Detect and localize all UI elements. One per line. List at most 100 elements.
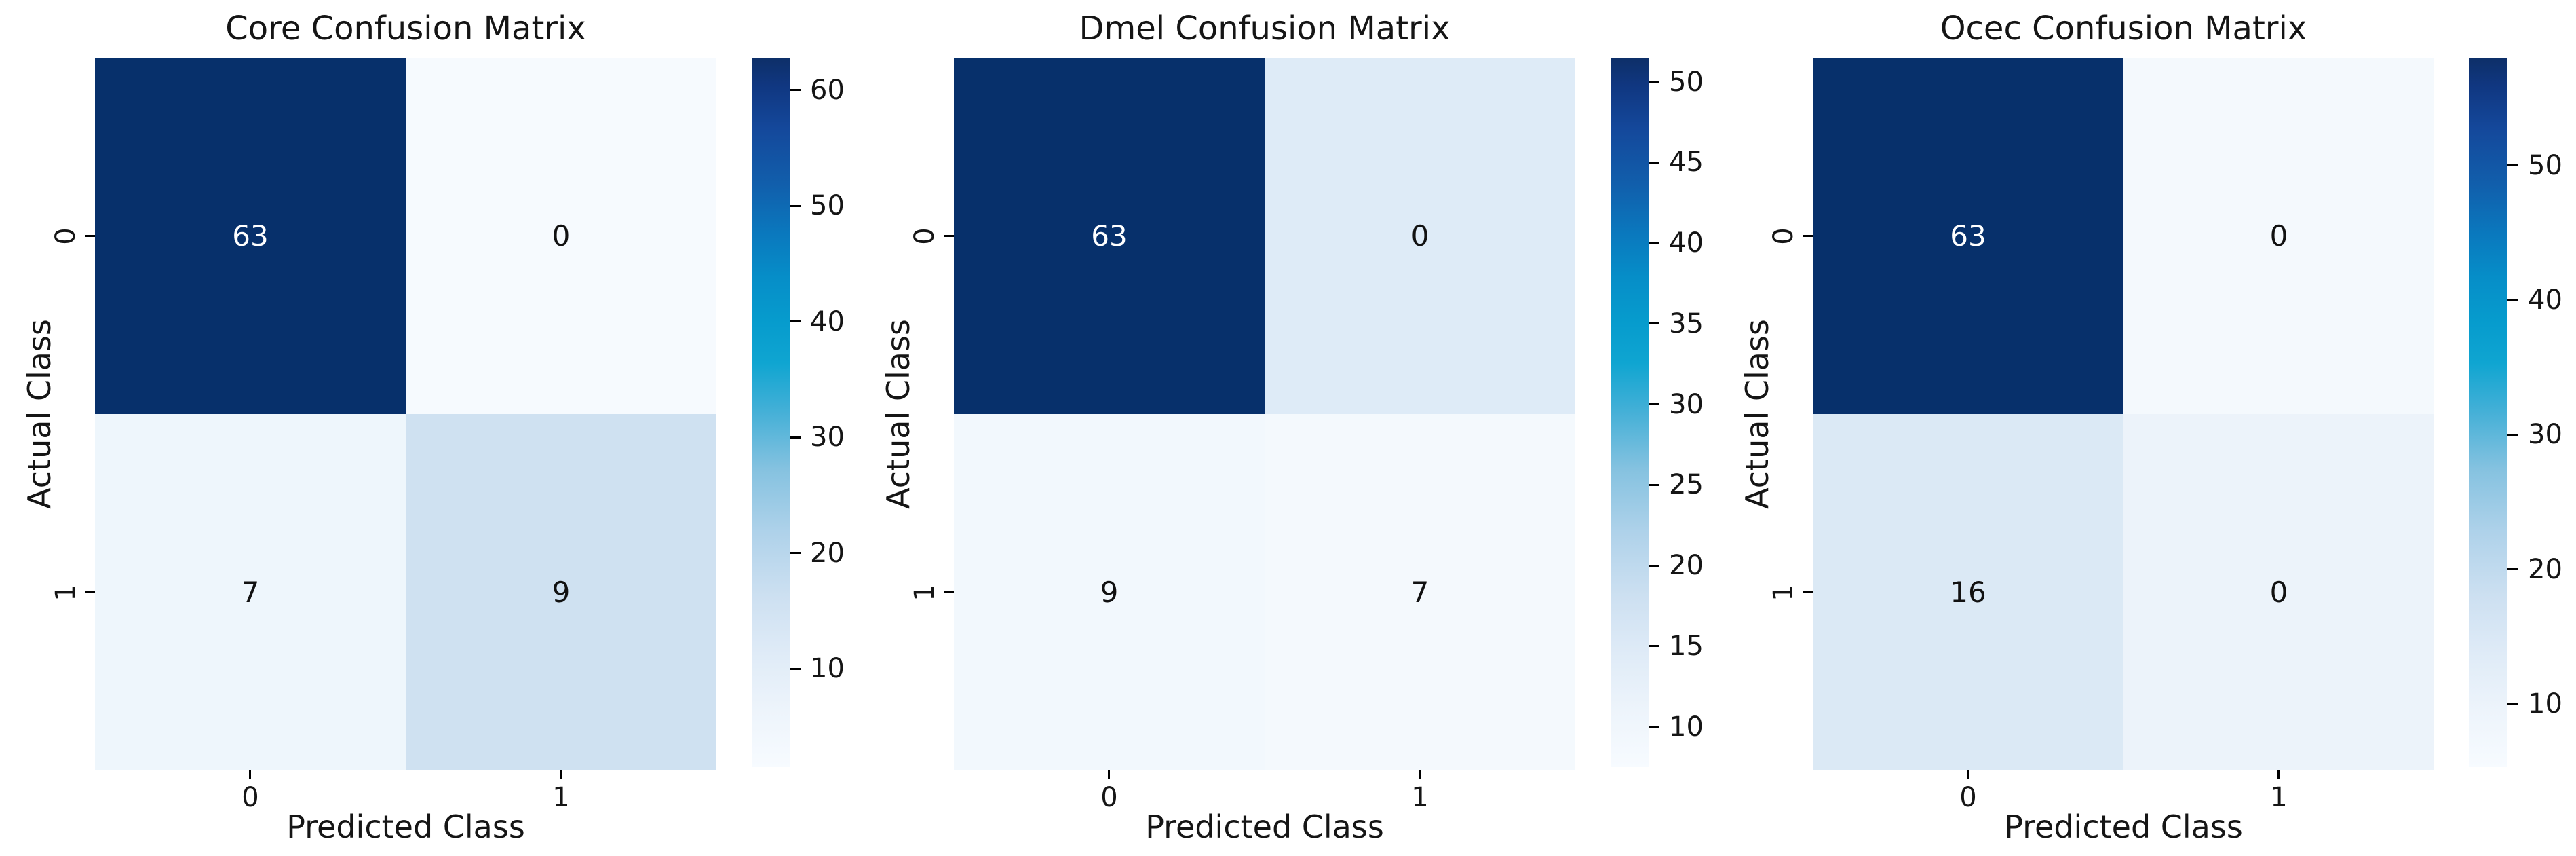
colorbar-tick: 10: [2507, 690, 2562, 718]
colorbar-tick-label: 10: [810, 653, 845, 685]
colorbar: [2469, 58, 2507, 767]
heatmap: 63 0 9 7: [954, 58, 1575, 770]
colorbar-ticks: 10 20 30 40 50 60: [790, 58, 878, 767]
y-tick-label: 0: [909, 227, 940, 245]
colorbar-tick-label: 40: [2528, 284, 2562, 316]
x-tick-label: 1: [552, 782, 570, 813]
cell-value: 63: [232, 219, 269, 253]
colorbar-tick-mark: [790, 436, 801, 439]
colorbar-tick-label: 60: [810, 74, 845, 106]
colorbar-tick-mark: [790, 204, 801, 207]
cell-value: 63: [1091, 219, 1128, 253]
heatmap-cell: 9: [954, 414, 1265, 770]
colorbar-tick-label: 20: [810, 537, 845, 569]
colorbar-tick: 45: [1649, 149, 1704, 176]
x-tick-label: 1: [1411, 782, 1429, 813]
colorbar-tick-label: 40: [810, 305, 845, 337]
x-tick-mark: [1967, 770, 1969, 779]
y-tick-label: 0: [1768, 227, 1799, 245]
colorbar-tick-label: 50: [2528, 149, 2562, 181]
colorbar-tick-label: 10: [1669, 711, 1704, 743]
x-tick-label: 0: [1100, 782, 1118, 813]
chart-title: Dmel Confusion Matrix: [1079, 10, 1450, 48]
y-tick-mark: [1803, 235, 1813, 237]
heatmap-cell: 0: [2123, 58, 2434, 414]
y-axis-label: Actual Class: [880, 319, 917, 509]
colorbar-ticks: 10 15 20 25 30 35 40 45 50: [1649, 58, 1737, 767]
chart-title: Core Confusion Matrix: [225, 10, 586, 48]
cell-value: 7: [1410, 576, 1429, 609]
colorbar-ticks: 10 20 30 40 50: [2507, 58, 2576, 767]
heatmap-cell: 16: [1813, 414, 2123, 770]
chart-title: Ocec Confusion Matrix: [1940, 10, 2307, 48]
colorbar-tick: 40: [2507, 286, 2562, 314]
colorbar-tick-mark: [1649, 322, 1659, 325]
cell-value: 16: [1950, 576, 1986, 609]
colorbar-tick-label: 40: [1669, 227, 1704, 259]
heatmap-cell: 0: [2123, 414, 2434, 770]
colorbar-tick-mark: [2507, 568, 2518, 570]
colorbar-tick-mark: [790, 667, 801, 670]
panel-core-confusion-matrix: Core Confusion Matrix Actual Class 0 1 6…: [0, 0, 859, 856]
colorbar-tick-label: 20: [2528, 553, 2562, 585]
cell-value: 0: [552, 219, 571, 253]
heatmap: 63 0 16 0: [1813, 58, 2434, 770]
colorbar-tick-label: 10: [2528, 688, 2562, 720]
y-tick-mark: [85, 591, 95, 593]
y-tick-mark: [85, 235, 95, 237]
colorbar-tick-label: 30: [1669, 388, 1704, 420]
colorbar-tick-label: 35: [1669, 308, 1704, 339]
colorbar-tick: 25: [1649, 471, 1704, 498]
y-tick-label: 1: [1768, 584, 1799, 601]
heatmap-cell: 7: [95, 414, 406, 770]
y-tick-label: 0: [50, 227, 81, 245]
colorbar-tick: 20: [790, 540, 845, 567]
y-tick-mark: [1803, 591, 1813, 593]
x-tick-mark: [249, 770, 251, 779]
y-axis-label: Actual Class: [1739, 319, 1775, 509]
colorbar-tick-label: 50: [1669, 66, 1704, 98]
colorbar-tick-label: 45: [1669, 147, 1704, 179]
colorbar-tick-mark: [1649, 161, 1659, 164]
colorbar-tick: 50: [1649, 69, 1704, 96]
cell-value: 7: [241, 576, 260, 609]
colorbar-tick: 60: [790, 77, 845, 104]
colorbar-tick: 40: [1649, 229, 1704, 257]
colorbar-tick-label: 50: [810, 190, 845, 222]
colorbar-tick-label: 30: [810, 422, 845, 453]
colorbar-tick: 30: [2507, 421, 2562, 448]
y-tick-label: 1: [909, 584, 940, 601]
colorbar-tick-mark: [790, 89, 801, 92]
heatmap-cell: 63: [95, 58, 406, 414]
y-tick-mark: [944, 591, 954, 593]
colorbar-tick-mark: [1649, 242, 1659, 244]
heatmap-cell: 0: [406, 58, 716, 414]
colorbar: [1611, 58, 1649, 767]
panel-dmel-confusion-matrix: Dmel Confusion Matrix Actual Class 0 1 6…: [859, 0, 1718, 856]
colorbar: [752, 58, 790, 767]
colorbar-tick-mark: [2507, 433, 2518, 436]
x-axis-label: Predicted Class: [2004, 808, 2243, 845]
colorbar-tick-mark: [1649, 81, 1659, 83]
colorbar-tick-label: 25: [1669, 469, 1704, 501]
colorbar-tick: 30: [1649, 391, 1704, 418]
colorbar-tick-mark: [1649, 403, 1659, 406]
cell-value: 0: [1410, 219, 1429, 253]
colorbar-tick-mark: [1649, 726, 1659, 728]
colorbar-tick: 10: [790, 655, 845, 682]
colorbar-tick: 20: [2507, 556, 2562, 583]
x-axis-label: Predicted Class: [1145, 808, 1384, 845]
colorbar-tick-mark: [1649, 483, 1659, 486]
heatmap-cell: 9: [406, 414, 716, 770]
cell-value: 0: [2269, 576, 2288, 609]
cell-value: 0: [2269, 219, 2288, 253]
colorbar-tick-label: 20: [1669, 550, 1704, 582]
x-tick-label: 1: [2270, 782, 2288, 813]
x-tick-mark: [1419, 770, 1421, 779]
y-tick-mark: [944, 235, 954, 237]
x-axis-label: Predicted Class: [286, 808, 525, 845]
colorbar-tick: 40: [790, 308, 845, 335]
colorbar-tick-mark: [2507, 299, 2518, 301]
colorbar-tick-mark: [790, 320, 801, 323]
x-tick-mark: [2277, 770, 2280, 779]
